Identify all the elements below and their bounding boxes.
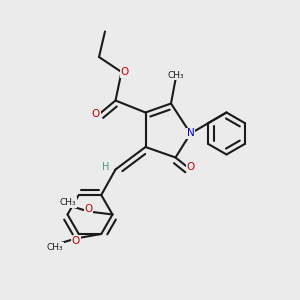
Text: CH₃: CH₃ xyxy=(59,198,76,207)
Text: CH₃: CH₃ xyxy=(46,243,63,252)
Text: CH₃: CH₃ xyxy=(167,70,184,80)
Text: O: O xyxy=(120,67,129,77)
Text: N: N xyxy=(187,128,194,139)
Text: O: O xyxy=(186,161,195,172)
Text: H: H xyxy=(102,161,110,172)
Text: O: O xyxy=(72,236,80,247)
Text: O: O xyxy=(84,204,93,214)
Text: O: O xyxy=(92,109,100,119)
